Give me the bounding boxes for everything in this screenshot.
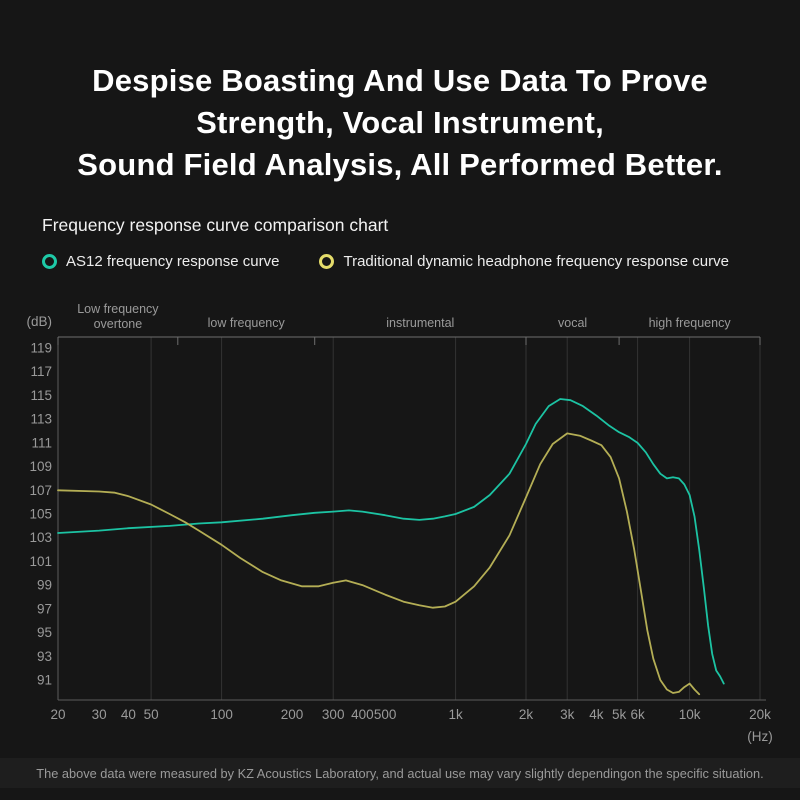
- y-tick-label: 99: [37, 578, 52, 593]
- footer-disclaimer: The above data were measured by KZ Acous…: [0, 758, 800, 788]
- x-tick-label: 20k: [749, 707, 771, 722]
- x-tick-label: 40: [121, 707, 136, 722]
- band-label: low frequency: [208, 316, 286, 330]
- x-tick-label: 30: [92, 707, 107, 722]
- x-tick-label: 500: [374, 707, 397, 722]
- band-label: instrumental: [386, 316, 454, 330]
- x-tick-label: 20: [50, 707, 65, 722]
- x-tick-label: 3k: [560, 707, 575, 722]
- page-title: Despise Boasting And Use Data To Prove S…: [0, 60, 800, 186]
- legend-item-traditional: Traditional dynamic headphone frequency …: [319, 253, 729, 270]
- y-tick-label: 105: [29, 507, 52, 522]
- band-label: vocal: [558, 316, 587, 330]
- y-tick-label: 119: [30, 341, 52, 356]
- band-label: Low frequency overtone: [77, 302, 159, 331]
- y-tick-label: 91: [37, 673, 52, 688]
- as12-curve: [57, 398, 725, 685]
- band-label: high frequency: [649, 316, 732, 330]
- x-tick-label: 200: [281, 707, 304, 722]
- y-tick-label: 111: [31, 435, 52, 450]
- y-tick-label: 117: [30, 364, 52, 379]
- x-tick-label: 50: [144, 707, 159, 722]
- y-tick-label: 103: [29, 530, 52, 545]
- traditional-legend-ring-icon: [319, 254, 335, 269]
- traditional-curve: [57, 432, 701, 696]
- as12-legend-label: AS12 frequency response curve: [66, 253, 280, 270]
- x-tick-label: 4k: [589, 707, 604, 722]
- x-tick-label: 100: [210, 707, 233, 722]
- x-tick-label: 2k: [519, 707, 534, 722]
- chart-subtitle: Frequency response curve comparison char…: [42, 215, 389, 235]
- y-tick-label: 97: [37, 601, 52, 616]
- y-tick-label: 109: [29, 459, 52, 474]
- x-tick-label: 10k: [679, 707, 701, 722]
- legend-item-as12: AS12 frequency response curve: [42, 253, 279, 270]
- as12-legend-ring-icon: [42, 254, 57, 269]
- title-line-3: Sound Field Analysis, All Performed Bett…: [77, 147, 723, 182]
- x-tick-label: 1k: [448, 707, 463, 722]
- y-unit-label: (dB): [26, 314, 52, 329]
- title-line-2: Strength, Vocal Instrument,: [196, 105, 604, 140]
- x-tick-label: 400: [351, 707, 374, 722]
- x-tick-label: 300: [322, 707, 345, 722]
- y-tick-label: 107: [29, 483, 52, 498]
- title-line-1: Despise Boasting And Use Data To Prove: [92, 63, 708, 98]
- y-tick-label: 113: [30, 412, 52, 427]
- y-tick-label: 101: [29, 554, 52, 569]
- y-tick-label: 95: [37, 625, 52, 640]
- y-tick-label: 115: [30, 388, 52, 403]
- x-tick-label: 5k: [612, 707, 627, 722]
- traditional-legend-label: Traditional dynamic headphone frequency …: [343, 253, 729, 270]
- x-tick-label: 6k: [630, 707, 645, 722]
- y-tick-label: 93: [37, 649, 52, 664]
- legend: AS12 frequency response curve Traditiona…: [42, 253, 769, 270]
- x-unit-label: (Hz): [747, 729, 773, 744]
